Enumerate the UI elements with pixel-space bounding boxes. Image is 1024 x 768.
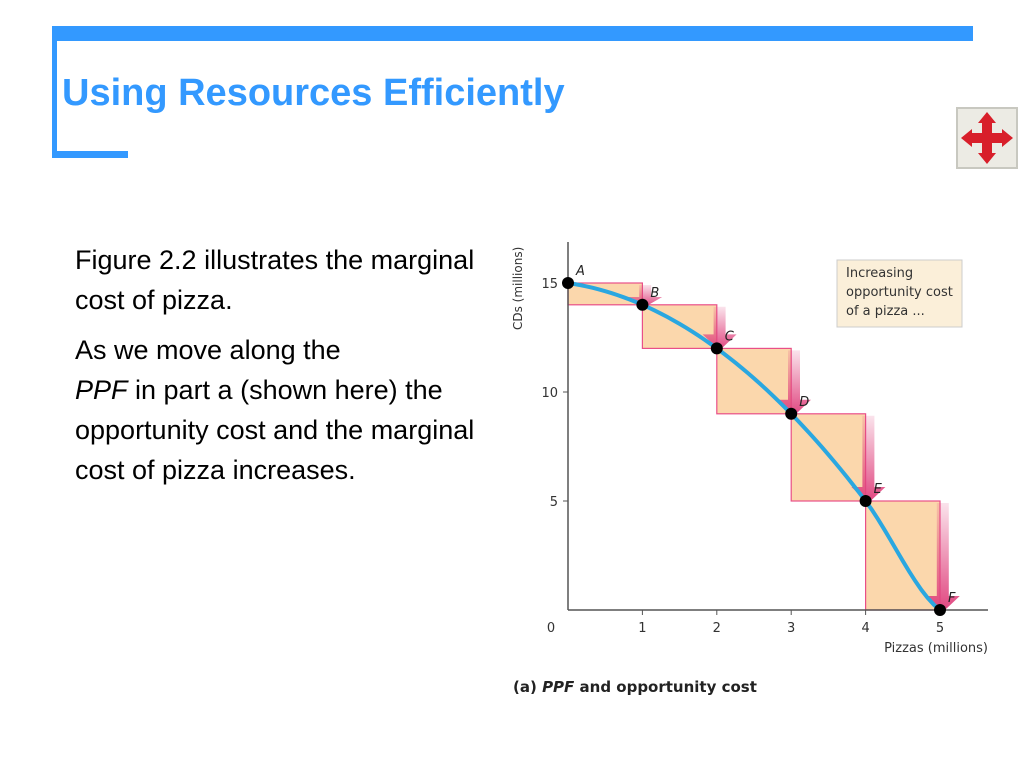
paragraph-prefix: As we move along the (75, 335, 341, 365)
cost-arrow (925, 503, 960, 612)
x-tick-label: 4 (861, 621, 869, 636)
paragraph-ppf-explanation: As we move along the PPF in part a (shown… (75, 330, 495, 490)
point-label: D (799, 395, 809, 410)
y-tick-label: 15 (541, 277, 558, 292)
cost-arrow (851, 415, 886, 503)
point-label: B (650, 286, 659, 301)
y-tick-label: 10 (541, 386, 558, 401)
slide-body: Figure 2.2 illustrates the marginal cost… (75, 240, 495, 500)
point-label: E (874, 482, 883, 497)
cost-arrow (777, 350, 811, 416)
annotation-box: Increasing opportunity cost of a pizza ... (836, 259, 963, 328)
annotation-line: opportunity cost (846, 285, 953, 300)
y-tick-label: 5 (550, 495, 558, 510)
point-label: C (725, 329, 735, 344)
ppf-point-e (859, 495, 872, 507)
x-axis-label: Pizzas (millions) (884, 641, 988, 656)
x-tick-label: 5 (936, 621, 944, 636)
chart-caption: (a) PPF and opportunity cost (513, 678, 757, 696)
x-tick-label: 2 (713, 621, 721, 636)
ppf-point-f (934, 604, 946, 616)
ppf-point-d (785, 407, 798, 420)
x-tick-label: 0 (547, 621, 555, 636)
annotation-line: of a pizza ... (846, 304, 925, 319)
ppf-point-c (710, 342, 723, 355)
y-axis-label: CDs (millions) (511, 247, 525, 330)
slide-title: Using Resources Efficiently (62, 72, 565, 114)
four-way-arrow-icon (961, 112, 1013, 164)
paragraph-rest: in part a (shown here) the opportunity c… (75, 375, 475, 485)
nav-move-button[interactable] (956, 107, 1018, 169)
title-left-bracket (52, 26, 57, 158)
ppf-point-a (562, 277, 574, 289)
ppf-chart: 0 1 2 3 4 5 5 10 15 A B C D E F CDs (millions) Pizzas… (511, 242, 988, 656)
ppf-curve (567, 281, 942, 612)
cost-arrow (702, 306, 737, 351)
caption-rest: and opportunity cost (574, 678, 757, 696)
title-accent-bar (52, 26, 973, 41)
annotation-line: Increasing (846, 266, 913, 281)
caption-prefix: (a) (513, 678, 543, 696)
point-label: F (948, 591, 956, 606)
x-tick-label: 3 (787, 621, 795, 636)
paragraph-figure-intro: Figure 2.2 illustrates the marginal cost… (75, 245, 475, 315)
x-tick-label: 1 (638, 621, 646, 636)
point-label: A (575, 264, 585, 279)
ppf-point-b (636, 298, 649, 311)
ppf-term: PPF (75, 375, 128, 405)
title-bottom-stub (52, 151, 128, 158)
caption-ppf: PPF (542, 678, 575, 696)
